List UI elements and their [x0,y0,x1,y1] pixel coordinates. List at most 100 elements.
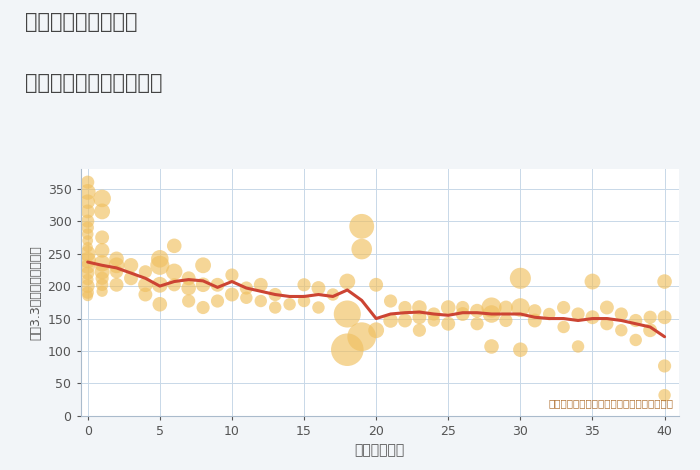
Text: 東京都練馬区向山の: 東京都練馬区向山の [25,12,137,32]
Point [226,291,237,298]
Point [241,284,252,292]
Point [212,281,223,289]
Point [154,261,165,269]
Point [298,297,309,305]
Point [385,297,396,305]
Point [514,346,526,353]
Point [125,274,136,282]
Point [544,310,555,318]
Point [111,268,122,275]
Point [486,343,497,350]
Point [270,291,281,298]
Point [370,327,382,334]
Point [472,307,483,314]
Point [356,333,368,340]
Point [111,261,122,269]
Point [256,281,267,289]
Point [197,281,209,289]
Point [370,281,382,289]
Point [97,281,108,289]
Point [630,336,641,344]
Point [529,307,540,314]
Point [342,278,353,285]
Point [82,269,93,277]
Point [226,271,237,279]
Point [97,208,108,215]
Point [256,297,267,305]
Point [82,230,93,238]
Point [514,274,526,282]
Point [587,313,598,321]
Point [97,274,108,282]
Point [197,261,209,269]
Point [385,317,396,324]
Point [111,255,122,263]
Point [212,297,223,305]
Text: 築年数別中古戸建て価格: 築年数別中古戸建て価格 [25,73,162,93]
Point [328,291,339,298]
Point [500,317,512,324]
Point [111,281,122,289]
Point [356,223,368,230]
Point [558,323,569,331]
Point [573,343,584,350]
Point [82,289,93,297]
Point [400,317,411,324]
Point [457,310,468,318]
Point [313,304,324,311]
Point [342,346,353,353]
Point [140,281,151,289]
Point [356,245,368,253]
Point [169,268,180,275]
Point [472,320,483,328]
Point [97,288,108,295]
Point [82,237,93,244]
Point [659,362,670,370]
Point [82,276,93,283]
Point [154,300,165,308]
Point [154,255,165,263]
Point [82,188,93,196]
Text: 円の大きさは、取引のあった物件面積を示す: 円の大きさは、取引のあった物件面積を示す [548,399,673,408]
Point [442,320,454,328]
Point [82,292,93,299]
Point [183,284,195,292]
Point [457,304,468,311]
Point [659,392,670,399]
Point [659,278,670,285]
Point [270,304,281,311]
Point [169,281,180,289]
Point [587,278,598,285]
Point [601,320,612,328]
Point [82,282,93,290]
Point [601,304,612,311]
Point [82,208,93,215]
Point [414,313,425,321]
Point [659,313,670,321]
Point [82,243,93,251]
Point [645,313,656,321]
Y-axis label: 坪（3.3㎡）単価（万円）: 坪（3.3㎡）単価（万円） [29,245,42,340]
X-axis label: 築年数（年）: 築年数（年） [355,444,405,457]
Point [414,304,425,311]
Point [154,281,165,289]
Point [82,224,93,231]
Point [558,304,569,311]
Point [82,179,93,186]
Point [82,256,93,264]
Point [313,284,324,292]
Point [645,327,656,334]
Point [573,310,584,318]
Point [183,274,195,282]
Point [414,327,425,334]
Point [82,250,93,258]
Point [82,198,93,205]
Point [428,310,440,318]
Point [97,234,108,241]
Point [140,268,151,275]
Point [500,304,512,311]
Point [616,310,627,318]
Point [400,304,411,311]
Point [630,317,641,324]
Point [514,304,526,311]
